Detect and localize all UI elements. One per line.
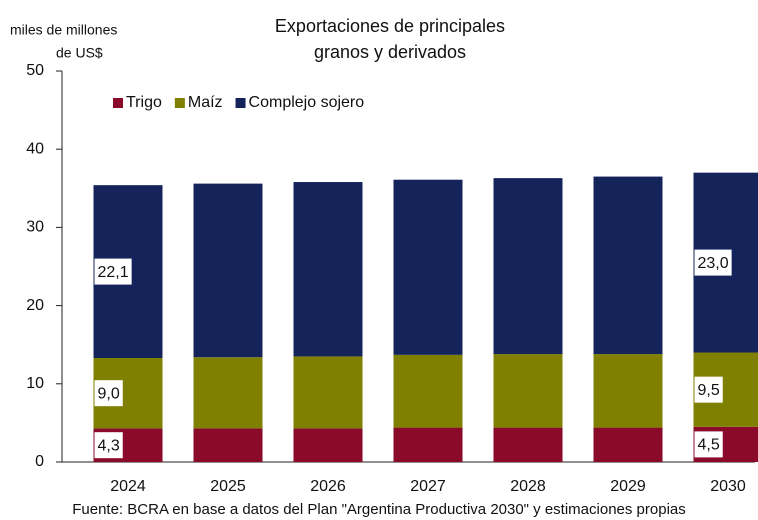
y-axis-label: miles de millones	[10, 22, 117, 38]
bar-segment	[293, 428, 363, 462]
x-tick-label: 2024	[110, 478, 146, 495]
bar-segment	[593, 176, 663, 355]
x-tick-label: 2025	[210, 478, 246, 495]
y-tick-label: 20	[26, 297, 44, 314]
value-label: 22,1	[98, 264, 129, 281]
value-label-box	[694, 249, 732, 276]
bar-segment	[493, 354, 563, 428]
value-label: 23,0	[698, 255, 729, 272]
x-tick-label: 2027	[410, 478, 446, 495]
y-axis-label: de US$	[56, 45, 103, 61]
x-tick-label: 2029	[610, 478, 646, 495]
bar-segment	[493, 178, 563, 355]
value-label: 9,0	[98, 385, 120, 402]
legend-swatch	[113, 98, 123, 108]
x-tick-label: 2026	[310, 478, 346, 495]
legend-label: Maíz	[188, 94, 223, 111]
bar-segment	[493, 427, 563, 462]
y-tick-label: 30	[26, 219, 44, 236]
y-tick-label: 10	[26, 375, 44, 392]
bar-segment	[393, 179, 463, 355]
legend-label: Complejo sojero	[249, 94, 365, 111]
y-tick-label: 50	[26, 62, 44, 79]
y-tick-label: 40	[26, 140, 44, 157]
value-label-box	[694, 431, 723, 458]
value-label-box	[694, 376, 723, 403]
bar-segment	[593, 427, 663, 462]
value-label: 4,3	[98, 437, 120, 454]
bar-segment	[193, 428, 263, 462]
legend-swatch	[235, 98, 246, 108]
bar-segment	[393, 354, 463, 428]
bar-segment	[393, 427, 463, 462]
value-label-box	[94, 432, 123, 459]
legend-label: Trigo	[126, 94, 162, 111]
source-note: Fuente: BCRA en base a datos del Plan "A…	[72, 501, 686, 518]
chart-title: Exportaciones de principales	[275, 16, 505, 36]
x-tick-label: 2030	[710, 478, 746, 495]
value-label: 4,5	[698, 437, 720, 454]
chart-title: granos y derivados	[314, 42, 466, 62]
y-tick-label: 0	[35, 453, 44, 470]
bar-segment	[193, 357, 263, 429]
x-tick-label: 2028	[510, 478, 546, 495]
value-label: 9,5	[698, 382, 720, 399]
legend-swatch	[174, 98, 185, 108]
bar-segment	[293, 182, 363, 357]
bar-segment	[293, 356, 363, 429]
value-label-box	[94, 258, 132, 285]
value-label-box	[94, 380, 123, 407]
bar-segment	[593, 354, 663, 428]
bar-segment	[193, 183, 263, 358]
